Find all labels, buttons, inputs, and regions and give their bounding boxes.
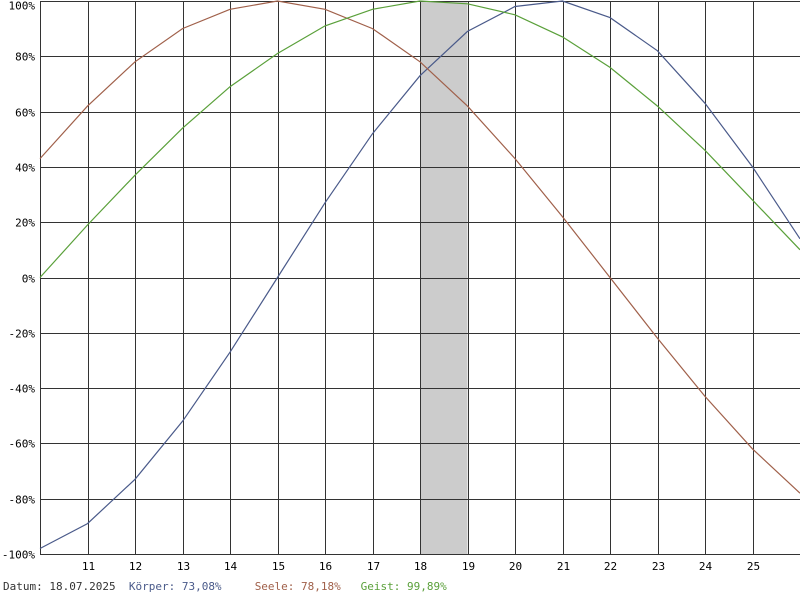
x-tick-label: 17 <box>367 560 380 573</box>
legend: Datum: 18.07.2025 Körper: 73,08% Seele: … <box>3 580 447 593</box>
y-tick-label: -80% <box>9 494 36 507</box>
x-tick-label: 25 <box>747 560 760 573</box>
x-tick-label: 19 <box>462 560 475 573</box>
legend-date: Datum: 18.07.2025 <box>3 580 116 593</box>
x-tick-label: 20 <box>509 560 522 573</box>
x-tick-label: 23 <box>652 560 665 573</box>
legend-koerper: Körper: 73,08% <box>128 580 222 593</box>
legend-seele: Seele: 78,18% <box>254 580 341 593</box>
y-tick-label: 20% <box>15 217 35 230</box>
x-tick-label: 16 <box>319 560 332 573</box>
x-tick-label: 13 <box>177 560 190 573</box>
y-tick-label: 100% <box>9 0 36 13</box>
x-tick-label: 22 <box>604 560 617 573</box>
current-day-highlight <box>420 1 468 554</box>
x-tick-label: 11 <box>82 560 95 573</box>
series-line-2 <box>39 0 800 278</box>
y-tick-label: -40% <box>9 383 36 396</box>
y-tick-label: -20% <box>9 328 36 341</box>
legend-geist: Geist: 99,89% <box>360 580 447 593</box>
x-tick-label: 12 <box>129 560 142 573</box>
x-tick-label: 14 <box>224 560 238 573</box>
x-tick-label: 24 <box>699 560 713 573</box>
series-line-0 <box>39 0 800 550</box>
x-tick-label: 15 <box>272 560 285 573</box>
x-tick-label: 21 <box>557 560 570 573</box>
series-line-1 <box>39 0 800 494</box>
y-tick-label: 0% <box>22 273 36 286</box>
y-tick-label: 80% <box>15 51 35 64</box>
y-tick-label: 60% <box>15 107 35 120</box>
x-tick-label: 18 <box>414 560 427 573</box>
y-tick-label: 40% <box>15 162 35 175</box>
y-tick-label: -60% <box>9 438 36 451</box>
y-tick-label: -100% <box>2 549 35 562</box>
